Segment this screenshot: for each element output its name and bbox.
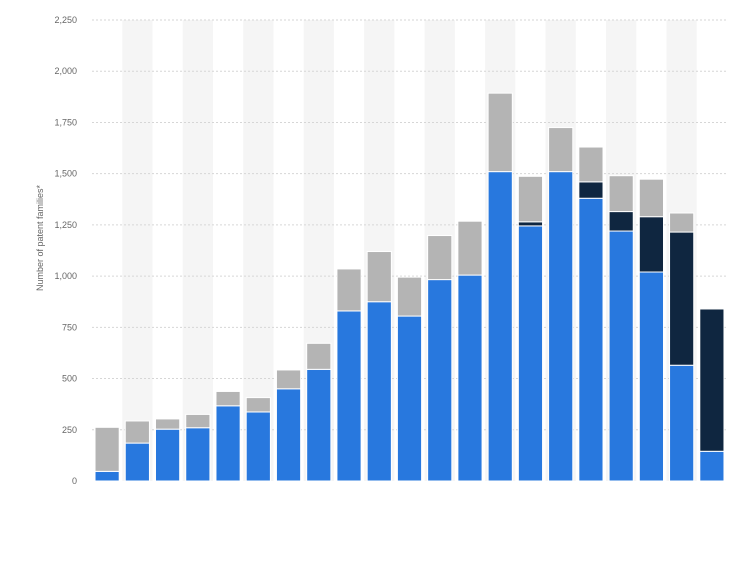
bar-segment-series-3[interactable] — [124, 420, 150, 444]
bar-segment-series-1[interactable] — [457, 274, 483, 482]
y-tick-label: 750 — [62, 322, 77, 332]
bar-segment-series-3[interactable] — [487, 92, 513, 173]
bar-segment-series-1[interactable] — [396, 315, 423, 482]
bar-segment-series-2[interactable] — [638, 216, 664, 273]
bar-segment-series-3[interactable] — [336, 268, 362, 312]
bar-segment-series-3[interactable] — [366, 251, 392, 303]
bar-segment-series-3[interactable] — [517, 175, 544, 223]
bar-segment-series-1[interactable] — [336, 310, 362, 482]
bar-segment-series-1[interactable] — [215, 405, 241, 482]
y-tick-label: 0 — [72, 476, 77, 486]
bar-segment-series-2[interactable] — [699, 308, 725, 452]
bar-segment-series-1[interactable] — [155, 428, 181, 482]
bar-segment-series-1[interactable] — [517, 225, 544, 482]
bar-segment-series-3[interactable] — [215, 390, 241, 407]
bar-segment-series-3[interactable] — [638, 178, 664, 218]
bar-segment-series-1[interactable] — [578, 197, 604, 482]
bar-segment-series-1[interactable] — [94, 470, 120, 482]
bar-segment-series-2[interactable] — [669, 231, 695, 366]
bar-segment-series-3[interactable] — [457, 220, 483, 276]
bar-segment-series-3[interactable] — [306, 342, 332, 370]
bar-segment-series-1[interactable] — [669, 364, 695, 482]
bar-segment-series-3[interactable] — [427, 235, 453, 281]
y-tick-label: 1,500 — [54, 169, 77, 179]
y-tick-label: 500 — [62, 374, 77, 384]
bar-segment-series-1[interactable] — [638, 271, 664, 482]
y-tick-label: 1,750 — [54, 117, 77, 127]
column-band — [182, 20, 213, 481]
bar-segment-series-1[interactable] — [306, 368, 332, 482]
bar-segment-series-3[interactable] — [669, 212, 695, 233]
bar-segment-series-1[interactable] — [427, 279, 453, 482]
bar-segment-series-3[interactable] — [245, 397, 271, 413]
bar-segment-series-3[interactable] — [548, 127, 574, 173]
bar-segment-series-3[interactable] — [608, 175, 634, 213]
bar-segment-series-1[interactable] — [699, 450, 725, 482]
bars — [94, 92, 725, 482]
y-tick-label: 250 — [62, 425, 77, 435]
bar-segment-series-3[interactable] — [578, 146, 604, 183]
bar-segment-series-3[interactable] — [275, 369, 302, 390]
bar-segment-series-2[interactable] — [608, 211, 634, 232]
bar-segment-series-3[interactable] — [94, 426, 120, 472]
bar-segment-series-1[interactable] — [487, 171, 513, 482]
bar-segment-series-1[interactable] — [275, 388, 302, 482]
y-tick-label: 2,000 — [54, 66, 77, 76]
bar-segment-series-2[interactable] — [578, 181, 604, 199]
bar-segment-series-1[interactable] — [608, 230, 634, 482]
bar-segment-series-1[interactable] — [245, 411, 271, 482]
bar-segment-series-1[interactable] — [548, 171, 574, 482]
bar-segment-series-2[interactable] — [517, 221, 544, 227]
y-axis-ticks: 0 250 500 750 1,000 1,250 1,500 1,750 2,000 2,250 — [54, 15, 77, 486]
y-axis-label: Number of patent families* — [35, 184, 45, 291]
y-tick-label: 1,250 — [54, 220, 77, 230]
column-band — [122, 20, 153, 481]
bar-segment-series-3[interactable] — [155, 418, 181, 430]
bar-segment-series-1[interactable] — [124, 442, 150, 482]
y-tick-label: 1,000 — [54, 271, 77, 281]
bar-segment-series-3[interactable] — [185, 413, 211, 429]
bar-segment-series-1[interactable] — [185, 427, 211, 482]
bar-segment-series-3[interactable] — [699, 307, 725, 310]
bar-segment-series-3[interactable] — [396, 276, 423, 317]
y-tick-label: 2,250 — [54, 15, 77, 25]
bar-segment-series-1[interactable] — [366, 301, 392, 482]
